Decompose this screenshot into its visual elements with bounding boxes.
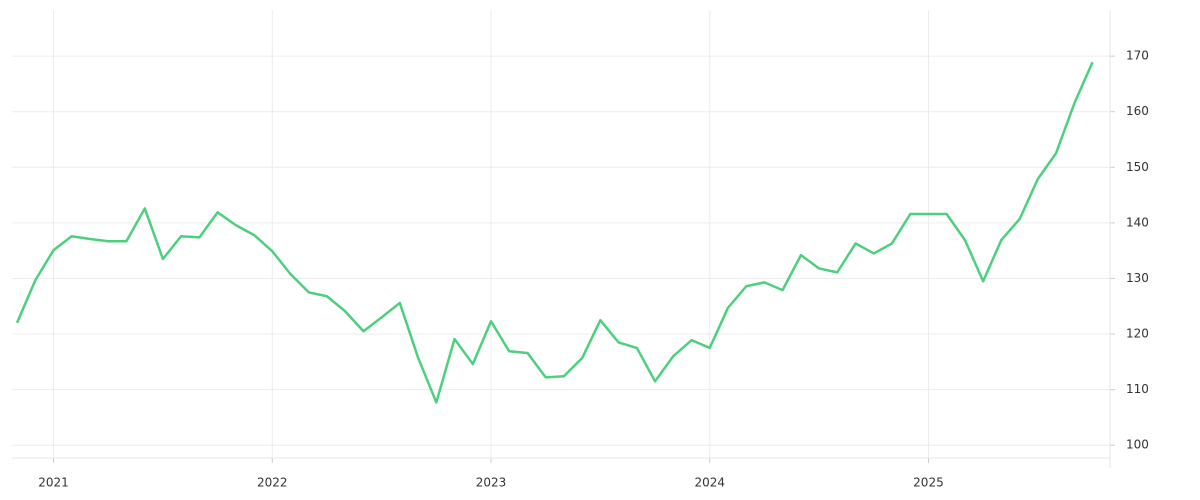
y-tick-label: 110 (1126, 382, 1149, 396)
line-series (15, 61, 1094, 404)
y-tick-label: 160 (1126, 104, 1149, 118)
x-tick-label: 2025 (913, 476, 944, 490)
y-tick-label: 150 (1126, 160, 1149, 174)
y-tick-label: 100 (1126, 438, 1149, 452)
y-tick-label: 130 (1126, 271, 1149, 285)
y-tick-label: 140 (1126, 215, 1149, 229)
x-tick-label: 2022 (257, 476, 288, 490)
y-tick-label: 120 (1126, 327, 1149, 341)
x-tick-label: 2023 (476, 476, 507, 490)
x-tick-label: 2021 (38, 476, 69, 490)
y-tick-label: 170 (1126, 49, 1149, 63)
x-tick-label: 2024 (694, 476, 725, 490)
